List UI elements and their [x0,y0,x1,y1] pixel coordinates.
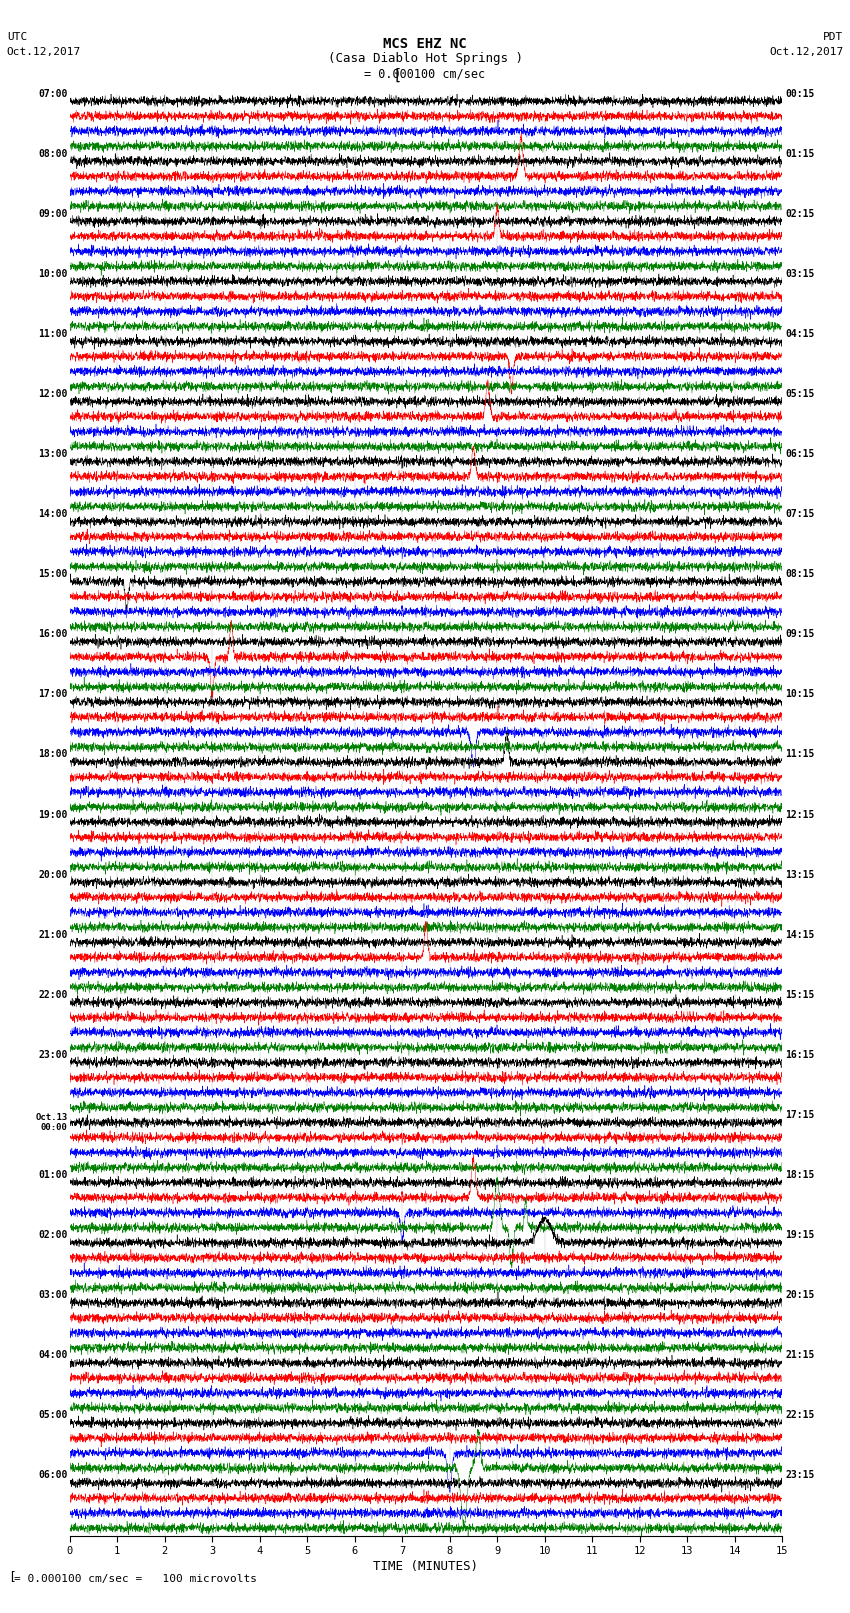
Text: MCS EHZ NC: MCS EHZ NC [383,37,467,52]
Text: 05:15: 05:15 [785,389,815,398]
Text: 18:15: 18:15 [785,1169,815,1181]
Text: 17:15: 17:15 [785,1110,815,1119]
Text: 14:00: 14:00 [38,510,68,519]
Text: 04:00: 04:00 [38,1350,68,1360]
Text: = 0.000100 cm/sec: = 0.000100 cm/sec [365,68,485,81]
Text: 02:00: 02:00 [38,1231,68,1240]
Text: 13:00: 13:00 [38,448,68,460]
Text: 01:15: 01:15 [785,148,815,158]
Text: 07:00: 07:00 [38,89,68,98]
Text: Oct.13
00:00: Oct.13 00:00 [36,1113,68,1132]
Text: Oct.12,2017: Oct.12,2017 [769,47,843,56]
Text: 03:15: 03:15 [785,269,815,279]
Text: 14:15: 14:15 [785,929,815,940]
Text: PDT: PDT [823,32,843,42]
Text: 15:15: 15:15 [785,990,815,1000]
Text: 23:00: 23:00 [38,1050,68,1060]
Text: 10:00: 10:00 [38,269,68,279]
Text: 16:15: 16:15 [785,1050,815,1060]
Text: 00:15: 00:15 [785,89,815,98]
Text: 20:00: 20:00 [38,869,68,879]
Text: 21:15: 21:15 [785,1350,815,1360]
Text: 05:00: 05:00 [38,1410,68,1421]
Text: 22:00: 22:00 [38,990,68,1000]
Text: 12:15: 12:15 [785,810,815,819]
Text: 01:00: 01:00 [38,1169,68,1181]
X-axis label: TIME (MINUTES): TIME (MINUTES) [373,1560,479,1573]
Text: 20:15: 20:15 [785,1290,815,1300]
Text: 09:00: 09:00 [38,208,68,219]
Text: 11:15: 11:15 [785,750,815,760]
Text: 15:00: 15:00 [38,569,68,579]
Text: 08:15: 08:15 [785,569,815,579]
Text: 10:15: 10:15 [785,689,815,700]
Text: 16:00: 16:00 [38,629,68,639]
Text: UTC: UTC [7,32,27,42]
Text: 09:15: 09:15 [785,629,815,639]
Text: = 0.000100 cm/sec =   100 microvolts: = 0.000100 cm/sec = 100 microvolts [14,1574,257,1584]
Text: 21:00: 21:00 [38,929,68,940]
Text: [: [ [393,68,401,82]
Text: 12:00: 12:00 [38,389,68,398]
Text: 06:15: 06:15 [785,448,815,460]
Text: 02:15: 02:15 [785,208,815,219]
Text: (Casa Diablo Hot Springs ): (Casa Diablo Hot Springs ) [327,52,523,65]
Text: Oct.12,2017: Oct.12,2017 [7,47,81,56]
Text: 19:15: 19:15 [785,1231,815,1240]
Text: 07:15: 07:15 [785,510,815,519]
Text: 04:15: 04:15 [785,329,815,339]
Text: 17:00: 17:00 [38,689,68,700]
Text: 06:00: 06:00 [38,1471,68,1481]
Text: 03:00: 03:00 [38,1290,68,1300]
Text: [: [ [8,1571,15,1584]
Text: 19:00: 19:00 [38,810,68,819]
Text: 22:15: 22:15 [785,1410,815,1421]
Text: 13:15: 13:15 [785,869,815,879]
Text: 11:00: 11:00 [38,329,68,339]
Text: 23:15: 23:15 [785,1471,815,1481]
Text: 08:00: 08:00 [38,148,68,158]
Text: 18:00: 18:00 [38,750,68,760]
